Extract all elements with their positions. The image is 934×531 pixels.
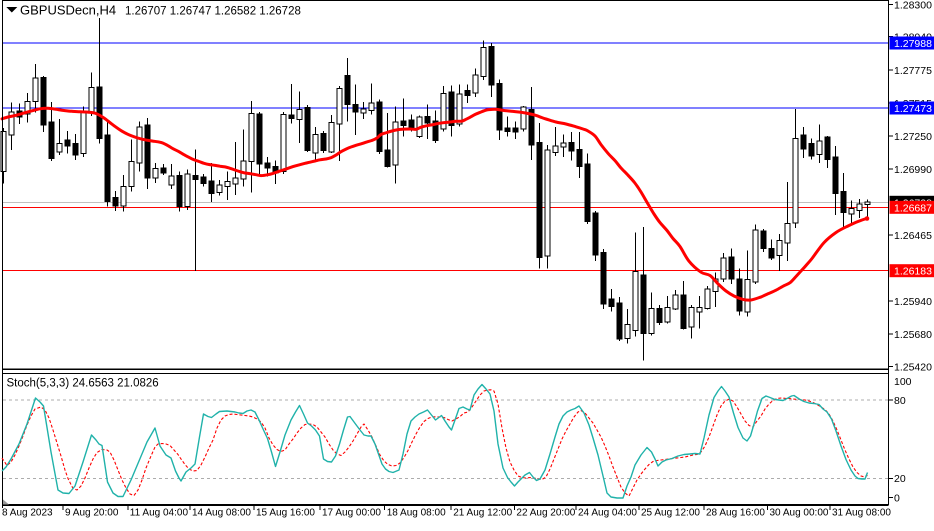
- svg-text:11 Aug 04:00: 11 Aug 04:00: [130, 508, 189, 519]
- svg-text:0: 0: [894, 492, 900, 504]
- svg-text:1.26990: 1.26990: [894, 164, 932, 176]
- svg-text:100: 100: [894, 376, 912, 388]
- svg-text:9 Aug 20:00: 9 Aug 20:00: [65, 508, 119, 519]
- svg-text:1.25420: 1.25420: [894, 362, 932, 374]
- svg-text:1.27473: 1.27473: [894, 103, 932, 115]
- svg-text:1.25680: 1.25680: [894, 329, 932, 341]
- svg-text:25 Aug 12:00: 25 Aug 12:00: [641, 508, 700, 519]
- svg-text:GBPUSDecn,H4: GBPUSDecn,H4: [20, 3, 116, 18]
- svg-text:20: 20: [894, 473, 906, 485]
- svg-text:1.25940: 1.25940: [894, 296, 932, 308]
- svg-text:1.27775: 1.27775: [894, 65, 932, 77]
- svg-text:1.26687: 1.26687: [894, 202, 932, 214]
- svg-text:8 Aug 2023: 8 Aug 2023: [2, 508, 53, 519]
- svg-text:14 Aug 08:00: 14 Aug 08:00: [192, 508, 251, 519]
- svg-text:18 Aug 08:00: 18 Aug 08:00: [387, 508, 446, 519]
- svg-text:17 Aug 00:00: 17 Aug 00:00: [322, 508, 381, 519]
- svg-text:1.28300: 1.28300: [894, 0, 932, 12]
- svg-text:Stoch(5,3,3) 24.6563 21.0826: Stoch(5,3,3) 24.6563 21.0826: [7, 377, 159, 389]
- svg-text:24 Aug 04:00: 24 Aug 04:00: [578, 508, 637, 519]
- svg-text:1.26183: 1.26183: [894, 266, 932, 278]
- svg-text:1.27250: 1.27250: [894, 131, 932, 143]
- svg-text:15 Aug 16:00: 15 Aug 16:00: [256, 508, 315, 519]
- svg-text:1.27988: 1.27988: [894, 38, 932, 50]
- svg-text:31 Aug 08:00: 31 Aug 08:00: [832, 508, 891, 519]
- svg-text:1.26465: 1.26465: [894, 230, 932, 242]
- svg-text:1.26707 1.26747 1.26582 1.2672: 1.26707 1.26747 1.26582 1.26728: [125, 6, 301, 18]
- svg-text:22 Aug 20:00: 22 Aug 20:00: [516, 508, 575, 519]
- svg-text:21 Aug 12:00: 21 Aug 12:00: [453, 508, 512, 519]
- svg-text:28 Aug 16:00: 28 Aug 16:00: [706, 508, 765, 519]
- svg-text:80: 80: [894, 395, 906, 407]
- svg-text:30 Aug 00:00: 30 Aug 00:00: [770, 508, 829, 519]
